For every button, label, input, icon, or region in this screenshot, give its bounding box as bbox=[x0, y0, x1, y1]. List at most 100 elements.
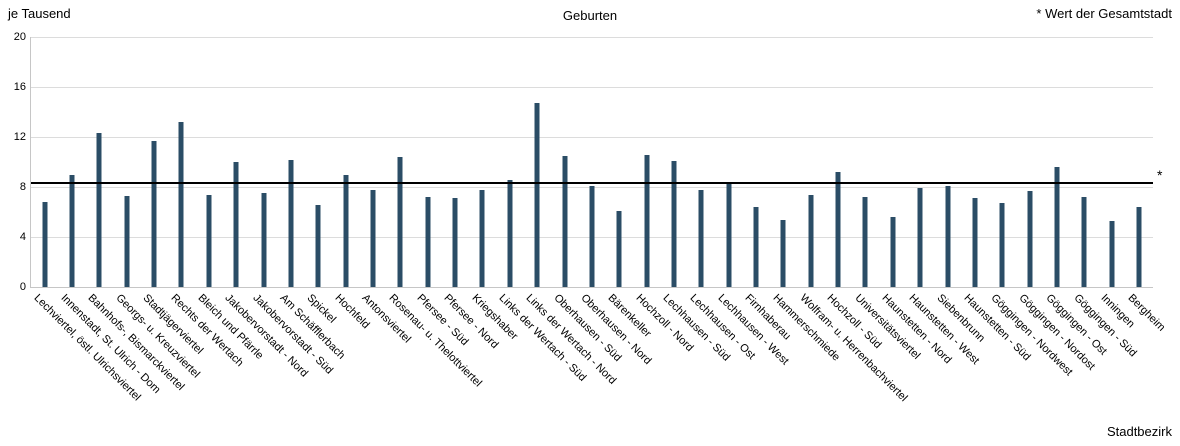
bar bbox=[890, 217, 896, 287]
bar bbox=[589, 185, 595, 287]
bar-slot bbox=[31, 37, 58, 287]
bar-slot bbox=[742, 37, 769, 287]
bar bbox=[1136, 207, 1142, 287]
bar-slot bbox=[113, 37, 140, 287]
y-tick-label: 12 bbox=[13, 131, 26, 143]
bar bbox=[753, 207, 759, 287]
bar bbox=[397, 157, 403, 287]
citywide-reference-line bbox=[31, 182, 1153, 185]
bar-slot bbox=[797, 37, 824, 287]
reference-asterisk: * bbox=[1157, 167, 1163, 184]
y-tick-label: 20 bbox=[13, 31, 26, 43]
bar bbox=[206, 194, 212, 287]
bar-slot bbox=[168, 37, 195, 287]
bar-slot bbox=[441, 37, 468, 287]
gridline bbox=[31, 87, 1153, 88]
bar bbox=[507, 179, 513, 287]
bar-slot bbox=[1071, 37, 1098, 287]
bar-slot bbox=[770, 37, 797, 287]
bar-slot bbox=[1016, 37, 1043, 287]
bar-slot bbox=[1125, 37, 1152, 287]
bar-slot bbox=[852, 37, 879, 287]
bar bbox=[370, 189, 376, 287]
bar bbox=[562, 155, 567, 287]
citywide-note: * Wert der Gesamtstadt bbox=[1036, 6, 1172, 21]
bar bbox=[671, 160, 677, 287]
bar-slot bbox=[250, 37, 277, 287]
bar bbox=[780, 219, 786, 287]
y-tick-label: 0 bbox=[19, 281, 26, 293]
x-axis-category-labels: Lechviertel, östl. Ulrichsviertel Innenst… bbox=[30, 292, 1167, 446]
bar-slot bbox=[551, 37, 578, 287]
plot-area: * bbox=[30, 37, 1162, 288]
bar bbox=[945, 185, 951, 287]
gridline bbox=[31, 37, 1153, 38]
y-tick-label: 8 bbox=[19, 181, 26, 193]
bar-slot bbox=[223, 37, 250, 287]
x-axis-title: Stadtbezirk bbox=[1106, 424, 1172, 439]
bar-slot bbox=[1043, 37, 1070, 287]
bar bbox=[698, 189, 704, 287]
bar bbox=[1109, 220, 1115, 287]
bar-slot bbox=[387, 37, 414, 287]
bar bbox=[1054, 167, 1060, 287]
y-tick-label: 4 bbox=[19, 231, 26, 243]
bar-slot bbox=[715, 37, 742, 287]
gridline bbox=[31, 137, 1153, 138]
bar bbox=[69, 174, 75, 287]
bar bbox=[479, 189, 485, 287]
bar bbox=[726, 182, 732, 287]
bar bbox=[261, 193, 267, 287]
bar-slot bbox=[496, 37, 523, 287]
bar-slot bbox=[989, 37, 1016, 287]
bar-slot bbox=[934, 37, 961, 287]
bar bbox=[808, 194, 814, 287]
bar-slot bbox=[660, 37, 687, 287]
bar bbox=[862, 197, 868, 287]
bar-slot bbox=[140, 37, 167, 287]
bar-slot bbox=[523, 37, 550, 287]
bar-slot bbox=[359, 37, 386, 287]
bar-slot bbox=[469, 37, 496, 287]
bar-slot bbox=[1098, 37, 1125, 287]
bar bbox=[644, 154, 650, 287]
bar bbox=[343, 174, 349, 287]
bar bbox=[315, 204, 321, 287]
bar bbox=[835, 172, 841, 287]
y-axis-tick-labels: 0 4 8 12 16 20 bbox=[0, 0, 26, 446]
bar-slot bbox=[86, 37, 113, 287]
bar bbox=[96, 133, 102, 287]
bar bbox=[233, 162, 239, 287]
bar bbox=[151, 140, 157, 287]
bar-slot bbox=[688, 37, 715, 287]
bar-slot bbox=[961, 37, 988, 287]
bar bbox=[1027, 190, 1033, 287]
bar-slot bbox=[277, 37, 304, 287]
bar bbox=[178, 122, 184, 287]
bar-slot bbox=[332, 37, 359, 287]
bar bbox=[616, 210, 622, 287]
bar-slot bbox=[305, 37, 332, 287]
bar bbox=[42, 202, 48, 287]
x-tick-label: Bergheim bbox=[1125, 292, 1168, 334]
bar-slot bbox=[195, 37, 222, 287]
bar bbox=[917, 188, 923, 287]
bar bbox=[534, 103, 540, 287]
bar bbox=[1081, 197, 1087, 287]
bar-slot bbox=[824, 37, 851, 287]
bar bbox=[452, 198, 458, 287]
bar bbox=[425, 197, 431, 287]
bar bbox=[288, 159, 294, 287]
bar-slot bbox=[633, 37, 660, 287]
bar-slot bbox=[414, 37, 441, 287]
bar bbox=[999, 203, 1005, 287]
bar-series bbox=[31, 37, 1153, 287]
bar-slot bbox=[907, 37, 934, 287]
bar-slot bbox=[58, 37, 85, 287]
y-axis-unit-label: je Tausend bbox=[8, 6, 71, 21]
bar-slot bbox=[879, 37, 906, 287]
y-tick-label: 16 bbox=[13, 81, 26, 93]
bar-slot bbox=[606, 37, 633, 287]
bar bbox=[124, 195, 130, 287]
